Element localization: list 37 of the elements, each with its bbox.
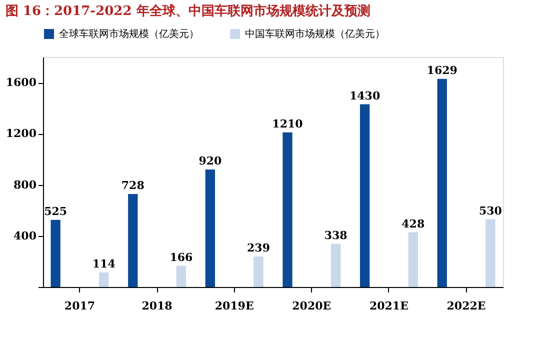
x-tick-label: 2021E — [369, 300, 408, 312]
data-label: 525 — [44, 204, 68, 218]
bar — [176, 266, 186, 287]
data-label: 728 — [121, 178, 145, 192]
legend-label: 全球车联网市场规模（亿美元） — [59, 28, 199, 40]
data-label: 239 — [247, 241, 270, 254]
bar — [330, 244, 341, 287]
legend-label: 中国车联网市场规模（亿美元） — [245, 28, 385, 40]
data-label: 428 — [402, 217, 425, 230]
y-tick-label: 800 — [14, 178, 37, 192]
y-tick-label: 400 — [14, 229, 37, 242]
bar — [128, 194, 138, 287]
bar — [437, 78, 447, 287]
data-label: 1629 — [426, 64, 458, 77]
x-tick-label: 2020E — [292, 300, 332, 312]
data-label: 1210 — [272, 117, 304, 130]
bar — [282, 132, 292, 287]
bar — [99, 272, 109, 287]
y-tick-label: 1200 — [6, 127, 37, 140]
x-tick-label: 2017 — [64, 300, 96, 312]
data-label: 920 — [198, 154, 222, 168]
x-tick-label: 2019E — [214, 300, 254, 312]
data-label: 530 — [478, 204, 502, 218]
x-tick-label: 2018 — [142, 300, 173, 312]
bar — [50, 220, 60, 287]
x-tick-label: 2022E — [446, 300, 486, 312]
data-label: 166 — [170, 250, 194, 264]
bar — [408, 232, 418, 287]
bar — [360, 104, 370, 287]
bar — [254, 256, 264, 287]
data-label: 114 — [92, 257, 116, 270]
bar — [205, 169, 216, 287]
chart-title: 图 16：2017-2022 年全球、中国车联网市场规模统计及预测 — [5, 3, 370, 19]
y-tick-label: 1600 — [6, 76, 37, 90]
data-label: 338 — [324, 228, 348, 242]
bar — [486, 219, 496, 287]
data-label: 1430 — [349, 89, 380, 102]
